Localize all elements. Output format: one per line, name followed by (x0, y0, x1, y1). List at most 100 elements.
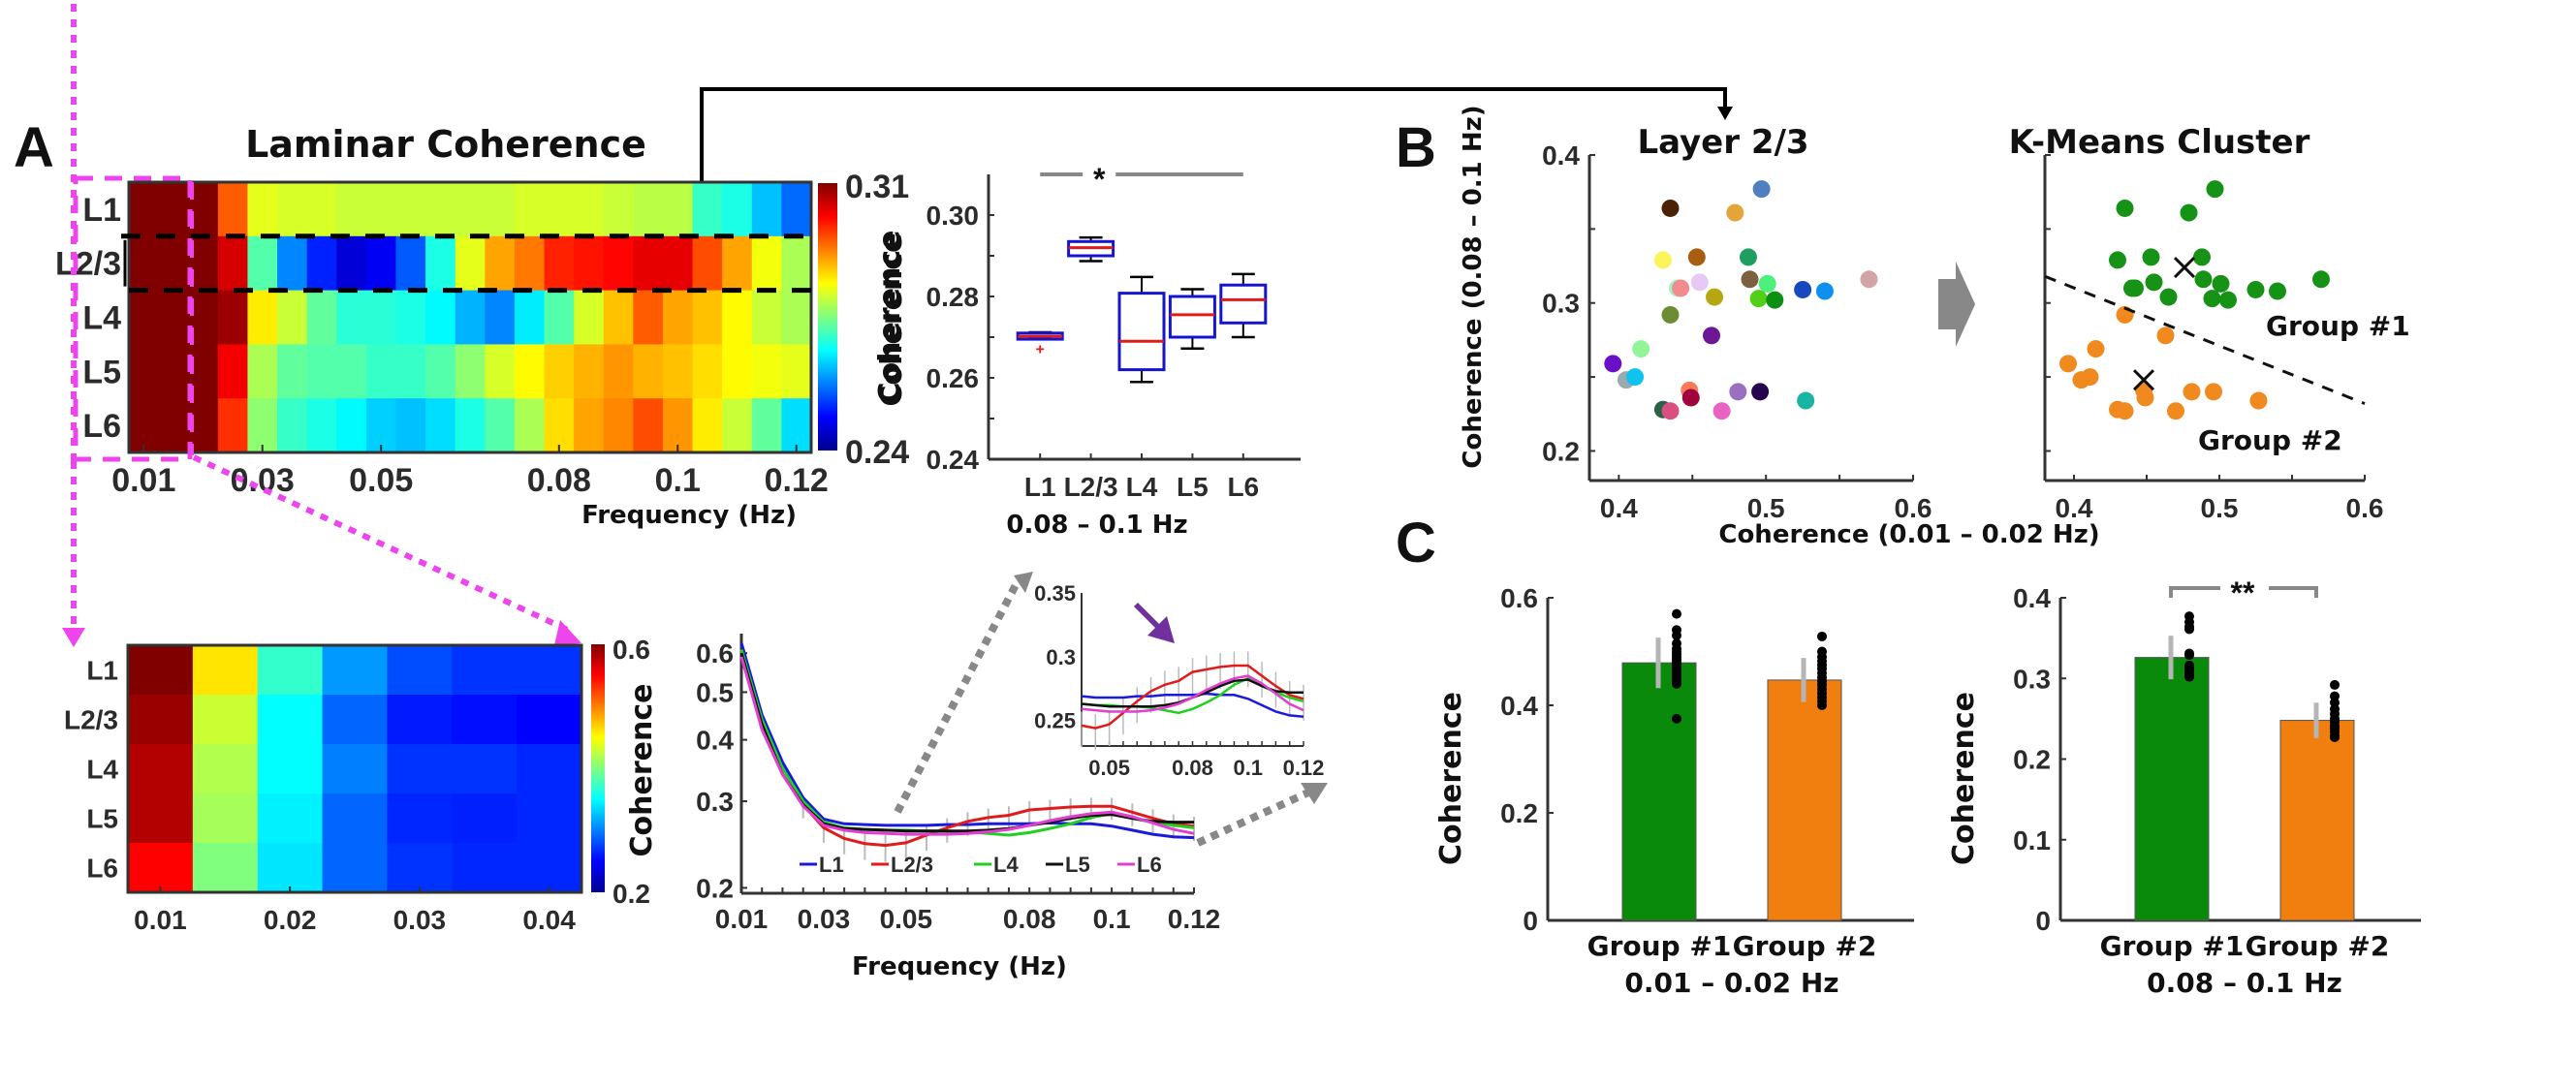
heatmap-cell (485, 344, 516, 399)
heatmap-cell (633, 235, 664, 292)
spectrum-xtick-label: 0.01 (715, 904, 769, 934)
bar-ytick-label: 0.2 (1500, 798, 1538, 828)
heatmap-cell (574, 344, 605, 399)
heatmap-cell (277, 344, 308, 399)
heatmap-cell (129, 398, 160, 453)
scatter-point (1681, 389, 1700, 407)
heatmap-cell (662, 182, 694, 237)
bar (2134, 657, 2210, 921)
heatmap-cell (455, 182, 486, 237)
scatter-point (1653, 251, 1672, 269)
zoom-heatmap-cell (387, 744, 453, 794)
zoom-heatmap-cell (322, 645, 389, 696)
heatmap-cell (277, 398, 308, 453)
kmeans-point (2246, 280, 2265, 298)
heatmap-cell (662, 344, 694, 399)
heatmap-row-label: L4 (82, 300, 121, 337)
inset-arrow-up (894, 579, 1021, 814)
zoom-heatmap: L1 L2/3 L4 L5 L6 0.01 0.02 0.03 0.04 (64, 643, 583, 935)
heatmap-cell (485, 290, 516, 345)
kmeans-point (2116, 402, 2134, 420)
connector-arrowhead-icon (1717, 107, 1733, 120)
bar-data-point (2330, 679, 2340, 690)
zoom-heatmap-cell (257, 744, 324, 794)
zoom-heatmap-cell (128, 843, 194, 893)
zoom-heatmap-row-label: L2/3 (64, 705, 118, 735)
zoom-heatmap-xtick-label: 0.03 (393, 905, 447, 935)
heatmap-cell (692, 398, 723, 453)
kmeans-point (2081, 368, 2099, 387)
heatmap-cell (574, 290, 605, 345)
significance-label: * (1093, 162, 1106, 197)
heatmap-cell (336, 398, 367, 453)
scatter-ylabel-group: Coherence (0.08 – 0.1 Hz) (1459, 105, 1488, 468)
heatmap-cell (455, 290, 486, 345)
heatmap-cell (306, 398, 337, 453)
zoom-arrow-right (192, 454, 574, 635)
heatmap-cell (365, 290, 397, 345)
inset-ytick-label: 0.3 (1046, 645, 1076, 669)
kmeans-point (2145, 273, 2163, 292)
bar-ytick-label: 0.4 (2013, 583, 2051, 613)
kmeans-point (2087, 340, 2105, 358)
heatmap-xlabel: Frequency (Hz) (581, 501, 797, 530)
heatmap-xtick-label: 0.08 (527, 462, 591, 499)
zoom-heatmap-cell (452, 793, 518, 844)
significance-label: ** (2231, 575, 2255, 610)
bar-data-point (2330, 732, 2340, 743)
heatmap-cell (425, 398, 456, 453)
zoom-heatmap-frame (126, 643, 583, 894)
heatmap-cell (514, 235, 546, 292)
heatmap-frame (127, 180, 813, 454)
scatter-title: Layer 2/3 (1637, 123, 1808, 162)
spectrum-xtick-label: 0.08 (1003, 904, 1056, 934)
heatmap-cell (544, 398, 575, 453)
heatmap-cell (692, 290, 723, 345)
bar (1767, 679, 1842, 921)
inset-ytick-label: 0.25 (1034, 709, 1076, 733)
heatmap-cell (751, 290, 782, 345)
inset-line-L23 (1081, 664, 1304, 730)
bar-ytick-label: 0.3 (2013, 664, 2051, 694)
heatmap-xtick-label: 0.12 (765, 462, 829, 499)
heatmap-cell (365, 398, 397, 453)
spectrum-ytick-label: 0.2 (696, 873, 734, 903)
zoom-heatmap-cell (257, 843, 324, 893)
scatter-xtick-label: 0.5 (1747, 493, 1785, 523)
heatmap-cell (395, 344, 426, 399)
heatmap-cell (217, 398, 249, 453)
kmeans-point (2156, 326, 2175, 345)
bar-ytick-label: 0.6 (1500, 583, 1538, 613)
heatmap-cell (485, 235, 516, 292)
zoom-heatmap-cell (517, 645, 582, 696)
layer23-scatter: 0.4 0.5 0.6 0.2 0.3 0.4 (1542, 140, 1932, 523)
zoom-heatmap-row-label: L4 (86, 755, 118, 785)
connector-arrow (700, 87, 1727, 221)
colorbar-laminar (818, 183, 837, 451)
box-outlier: + (1036, 341, 1045, 357)
heatmap-cell (425, 290, 456, 345)
zoom-heatmap-cell (322, 744, 389, 794)
zoom-heatmap-cell (387, 843, 453, 893)
zoom-heatmap-cell (322, 695, 389, 745)
kmeans-point (2109, 251, 2126, 269)
heatmap-cell (395, 182, 426, 237)
heatmap-cell (574, 398, 605, 453)
heatmap-cell (395, 235, 426, 292)
kmeans-point (2183, 383, 2201, 401)
cluster-boundary (2044, 274, 2366, 405)
heatmap-cell (247, 182, 278, 237)
scatter-ytick-label: 0.4 (1542, 140, 1580, 171)
scatter-point (1739, 248, 1757, 266)
heatmap-cell (158, 398, 189, 453)
zoom-heatmap-cell (128, 793, 194, 844)
spectrum-ytick-label: 0.3 (696, 787, 734, 817)
scatter-point (1758, 274, 1776, 293)
legend-entry: L2/3 (891, 853, 933, 877)
spectrum-line-L6 (739, 656, 1195, 836)
zoom-heatmap-xtick-label: 0.01 (134, 905, 187, 935)
highlight-arrow-icon (1134, 603, 1175, 643)
scatter-point (1815, 282, 1834, 300)
heatmap-cell (306, 290, 337, 345)
